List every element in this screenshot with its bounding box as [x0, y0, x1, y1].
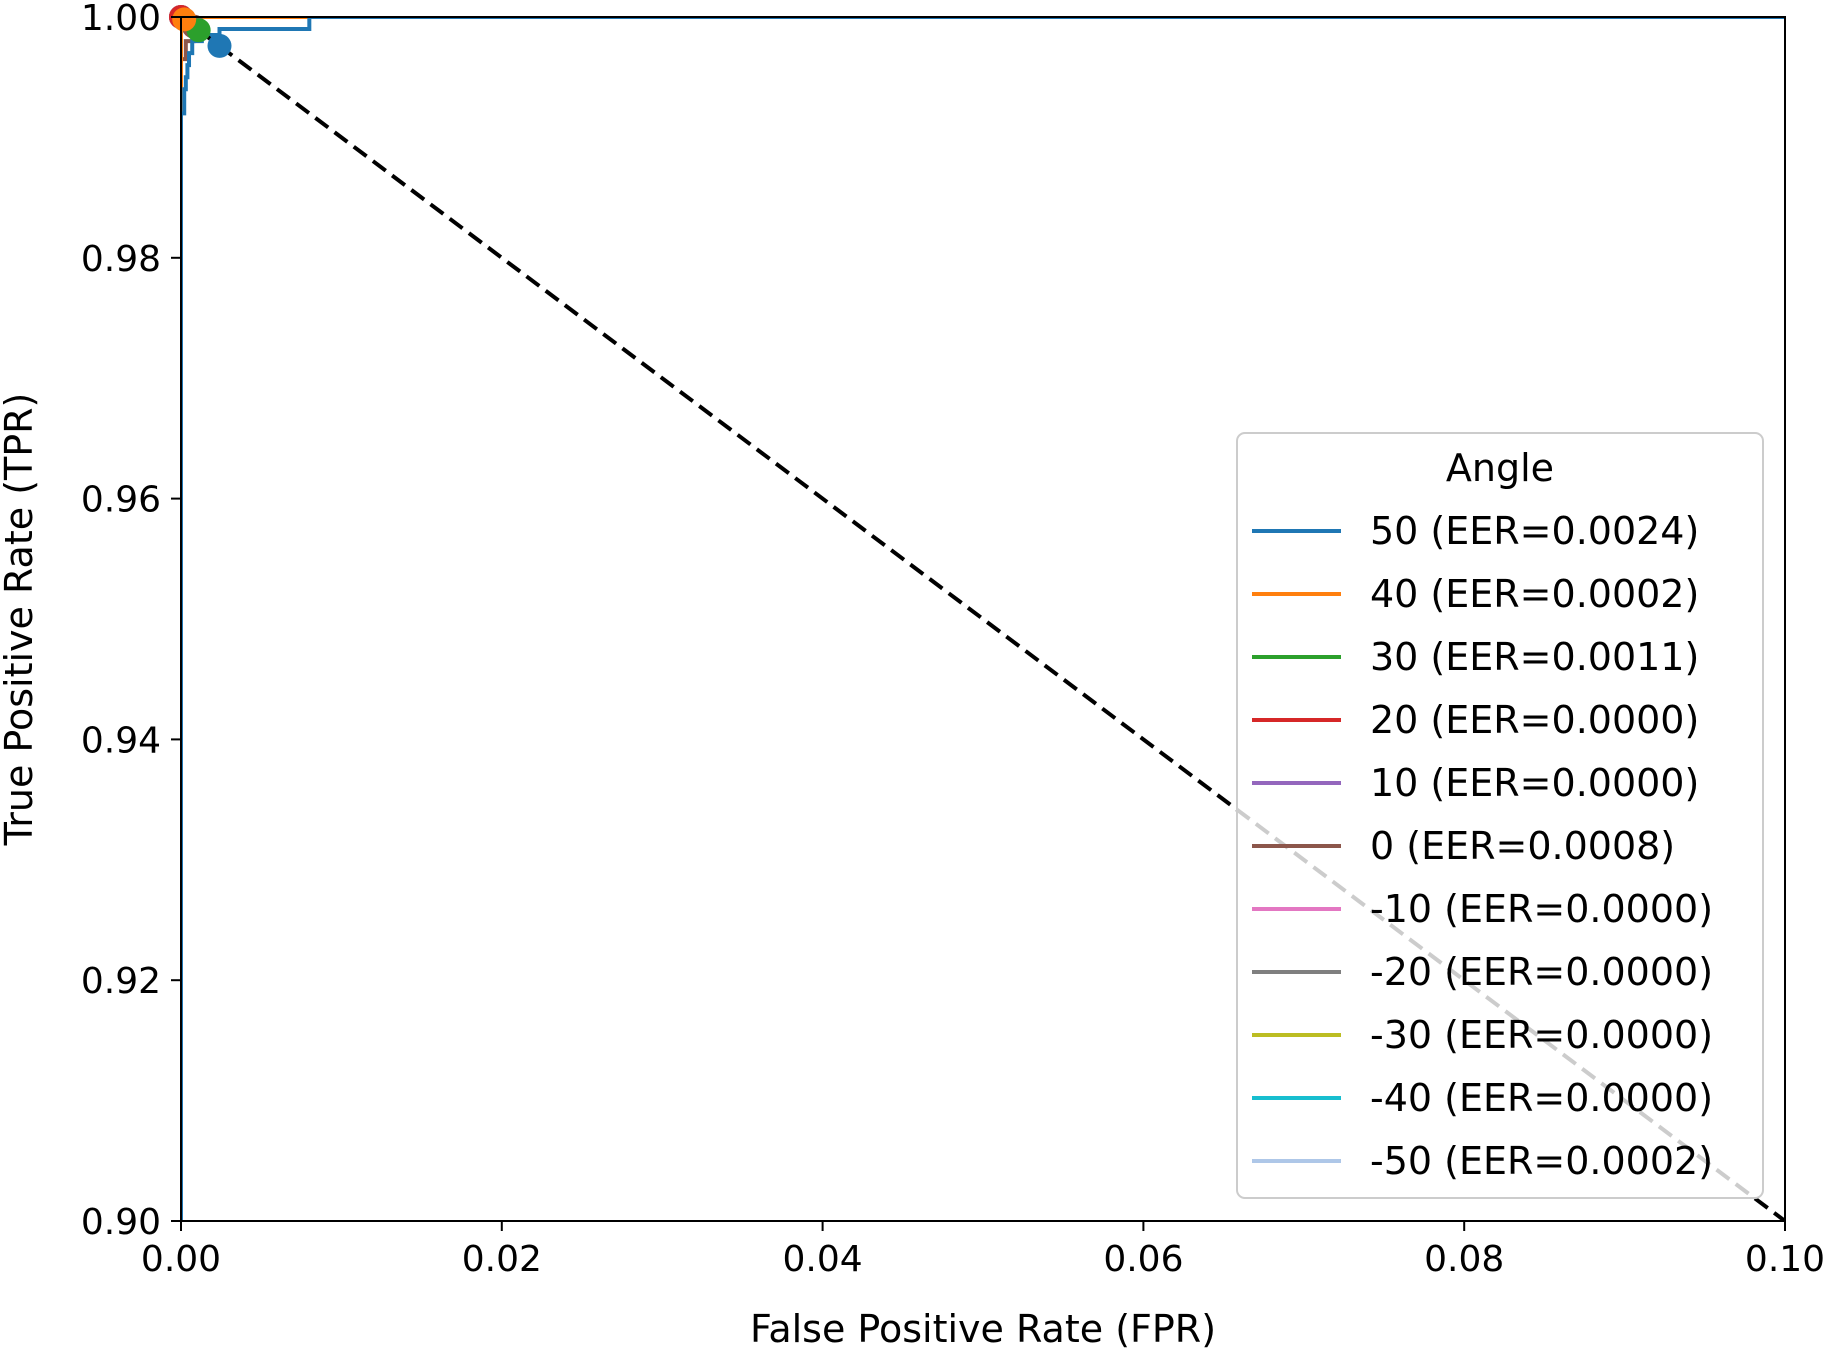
legend-entry-label: -10 (EER=0.0000) [1370, 887, 1713, 931]
y-axis-ticks: 0.90 0.92 0.94 0.96 0.98 1.00 [81, 0, 181, 1243]
legend-entry-label: 30 (EER=0.0011) [1370, 635, 1699, 679]
x-tick-label: 0.02 [462, 1239, 542, 1280]
y-tick-label: 0.90 [81, 1202, 161, 1243]
plot-frame [180, 16, 1786, 1222]
legend-entry-label: -50 (EER=0.0002) [1370, 1139, 1713, 1183]
y-tick-label: 0.98 [81, 239, 161, 280]
x-tick-label: 0.04 [783, 1239, 863, 1280]
legend-entry-label: -40 (EER=0.0000) [1370, 1076, 1713, 1120]
legend-entry-label: 0 (EER=0.0008) [1370, 824, 1675, 868]
legend-entry-label: 20 (EER=0.0000) [1370, 698, 1699, 742]
eer-marker-2 [172, 7, 197, 32]
legend-entry-label: 50 (EER=0.0024) [1370, 509, 1699, 553]
y-tick-label: 1.00 [81, 0, 161, 39]
x-tick-label: 0.00 [141, 1239, 221, 1280]
y-tick-label: 0.96 [81, 480, 161, 521]
roc-curve-1 [181, 17, 1785, 1221]
legend-entries: 50 (EER=0.0024) 40 (EER=0.0002) 30 (EER=0.… [1252, 509, 1713, 1183]
legend-entry-label: -20 (EER=0.0000) [1370, 950, 1713, 994]
eer-marker-1 [207, 33, 232, 58]
x-axis-ticks: 0.00 0.02 0.04 0.06 0.08 0.10 [141, 1221, 1825, 1280]
legend-entry-label: 40 (EER=0.0002) [1370, 572, 1699, 616]
legend-entry-label: 10 (EER=0.0000) [1370, 761, 1699, 805]
y-tick-label: 0.92 [81, 961, 161, 1002]
x-tick-label: 0.08 [1424, 1239, 1504, 1280]
x-tick-label: 0.06 [1103, 1239, 1183, 1280]
x-axis-label: False Positive Rate (FPR) [750, 1307, 1216, 1350]
legend-entry-label: -30 (EER=0.0000) [1370, 1013, 1713, 1057]
x-tick-label: 0.10 [1745, 1239, 1825, 1280]
roc-curve-6 [181, 17, 1785, 1221]
legend: Angle 50 (EER=0.0024) 40 (EER=0.0002) 30 (… [1236, 432, 1764, 1199]
legend-box [1236, 432, 1764, 1199]
legend-title: Angle [1446, 446, 1554, 490]
y-axis-label: True Positive Rate (TPR) [0, 393, 41, 847]
y-tick-label: 0.94 [81, 720, 161, 761]
